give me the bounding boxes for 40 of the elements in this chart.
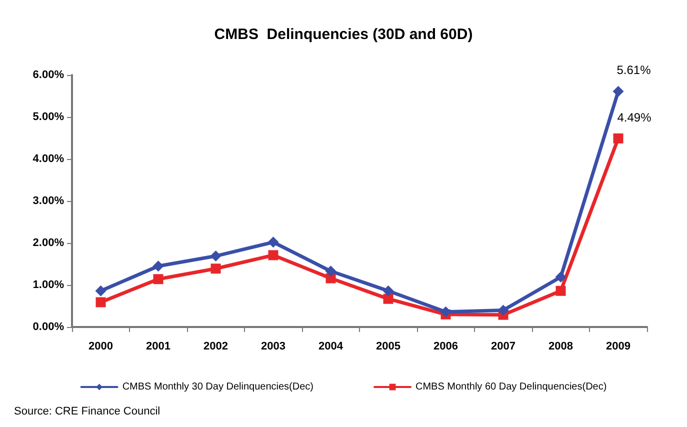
point: [95, 285, 106, 296]
x-tick-label: 2000: [88, 340, 113, 352]
point: [613, 133, 624, 144]
point: [440, 306, 452, 318]
point: [325, 266, 336, 277]
point: [210, 264, 221, 274]
point: [612, 86, 624, 97]
point: [210, 250, 222, 262]
x-tick-label: 2009: [606, 340, 630, 352]
x-tick-label: 2007: [491, 340, 516, 352]
x-tick-label: 2008: [548, 340, 573, 352]
legend-label: CMBS Monthly 60 Day Delinquencies(Dec): [416, 382, 607, 392]
point: [96, 297, 106, 308]
y-tick-label: 6.00%: [32, 69, 64, 81]
y-tick-label: 0.00%: [32, 321, 64, 333]
point: [556, 286, 566, 296]
legend-label: CMBS Monthly 30 Day Delinquencies(Dec): [122, 382, 314, 392]
y-tick-label: 3.00%: [32, 195, 64, 207]
y-tick-label: 4.00%: [32, 153, 64, 165]
source-note: Source: CRE Finance Council: [14, 406, 160, 418]
x-tick-label: 2004: [318, 340, 344, 352]
y-tick-label: 2.00%: [32, 237, 64, 249]
point: [268, 236, 279, 248]
point: [382, 285, 394, 296]
x-tick-label: 2001: [146, 340, 170, 352]
data-label: 5.61%: [616, 62, 652, 77]
x-tick-label: 2006: [434, 340, 458, 352]
point: [152, 260, 164, 272]
chart-title: CMBS Delinquencies (30D and 60D): [214, 26, 473, 43]
data-label: 4.49%: [617, 110, 652, 124]
y-tick-label: 5.00%: [32, 111, 64, 123]
point: [555, 272, 566, 283]
point: [498, 304, 509, 316]
x-tick-label: 2002: [204, 340, 228, 352]
y-tick-label: 1.00%: [32, 279, 64, 291]
x-tick-label: 2005: [376, 340, 400, 352]
point: [268, 250, 278, 260]
point: [153, 274, 164, 284]
point: [383, 294, 394, 304]
x-tick-label: 2003: [261, 340, 286, 352]
